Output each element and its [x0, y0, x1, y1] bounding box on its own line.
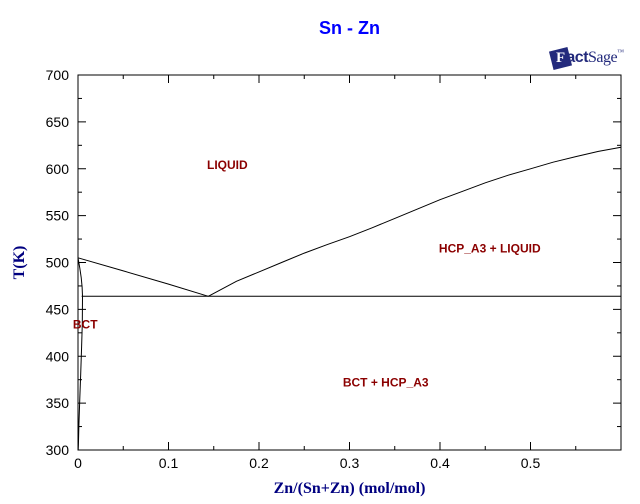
y-tick-label: 650	[46, 114, 70, 130]
x-tick-label: 0.3	[340, 455, 360, 471]
x-axis-title: Zn/(Sn+Zn) (mol/mol)	[274, 480, 426, 497]
factsage-logo-sage: Sage	[588, 49, 618, 66]
chart-title: Sn - Zn	[319, 18, 380, 38]
series-bct-solvus	[77, 296, 83, 451]
y-tick-label: 400	[46, 348, 70, 364]
y-tick-label: 550	[46, 208, 70, 224]
x-tick-label: 0.4	[430, 455, 450, 471]
x-tick-label: 0.5	[521, 455, 541, 471]
series-liquidus-left	[77, 257, 209, 297]
x-tick-label: 0.2	[249, 455, 269, 471]
y-tick-label: 350	[46, 395, 70, 411]
factsage-logo-trademark: ™	[617, 48, 624, 56]
series-liquidus-right	[208, 146, 622, 297]
y-tick-label: 700	[46, 67, 70, 83]
y-tick-label: 600	[46, 161, 70, 177]
x-tick-label: 0	[74, 455, 82, 471]
y-tick-label: 300	[46, 442, 70, 458]
y-tick-label: 500	[46, 255, 70, 271]
phase-label: BCT	[73, 317, 98, 331]
phase-label: LIQUID	[207, 158, 248, 172]
factsage-logo-act: act	[566, 49, 589, 66]
phase-label: BCT + HCP_A3	[343, 376, 429, 390]
plot-frame	[77, 74, 622, 451]
y-tick-label: 450	[46, 301, 70, 317]
series-bct-solidus	[77, 257, 83, 297]
phase-label: HCP_A3 + LIQUID	[439, 241, 541, 255]
x-tick-label: 0.1	[159, 455, 179, 471]
factsage-logo: F act Sage ™	[549, 46, 624, 70]
y-axis-title: T(K)	[11, 246, 28, 280]
factsage-logo-f: F	[556, 49, 566, 66]
